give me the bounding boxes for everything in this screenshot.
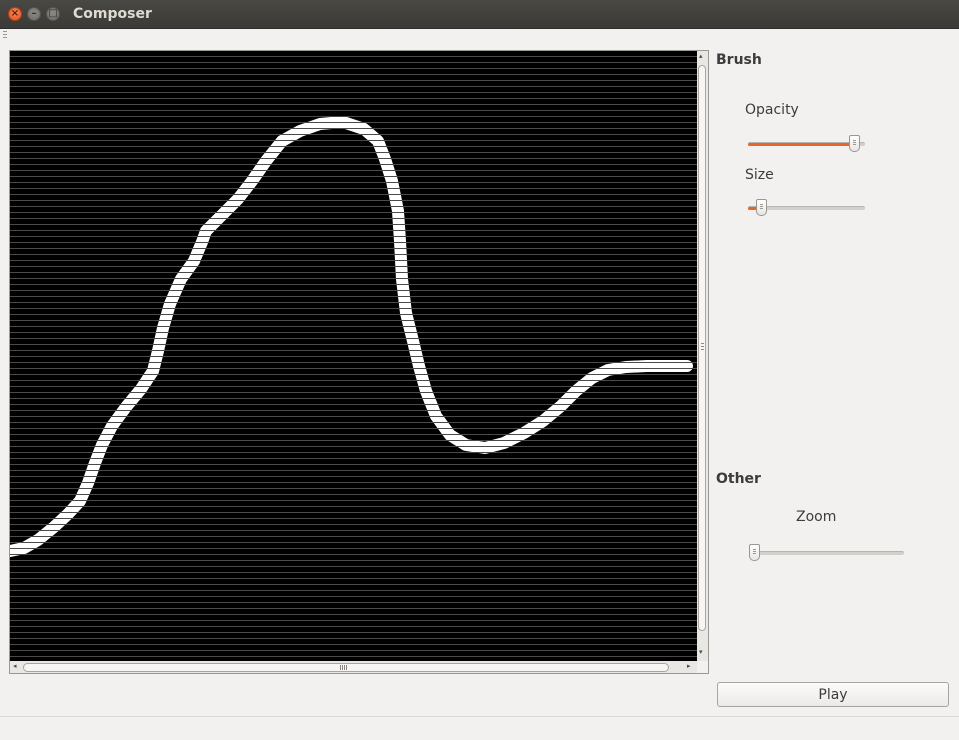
canvas-drawing bbox=[10, 116, 693, 557]
maximize-icon: □ bbox=[48, 8, 58, 19]
drawing-canvas[interactable] bbox=[10, 51, 697, 661]
minimize-icon: – bbox=[31, 8, 37, 19]
brush-section-title: Brush bbox=[716, 52, 762, 68]
size-slider-handle[interactable] bbox=[756, 199, 767, 216]
close-window-button[interactable]: × bbox=[8, 7, 22, 21]
scroll-left-icon[interactable]: ◂ bbox=[13, 662, 17, 670]
zoom-slider[interactable] bbox=[749, 544, 904, 561]
canvas-scroll-area: ▴ ▾ ◂ ▸ bbox=[9, 50, 709, 674]
title-bar: × – □ Composer bbox=[0, 0, 959, 29]
opacity-label: Opacity bbox=[745, 102, 799, 118]
opacity-slider[interactable] bbox=[748, 135, 865, 152]
maximize-window-button[interactable]: □ bbox=[46, 7, 60, 21]
size-slider[interactable] bbox=[748, 199, 865, 216]
size-slider-fill bbox=[748, 207, 760, 210]
scroll-grip-icon bbox=[340, 665, 347, 670]
opacity-slider-fill bbox=[748, 143, 853, 146]
minimize-window-button[interactable]: – bbox=[27, 7, 41, 21]
zoom-label: Zoom bbox=[796, 509, 837, 525]
brush-stroke bbox=[10, 116, 693, 557]
vertical-scrollbar[interactable]: ▴ ▾ bbox=[697, 51, 708, 661]
size-label: Size bbox=[745, 167, 774, 183]
toolbar-grip-icon[interactable] bbox=[3, 31, 7, 39]
status-bar bbox=[0, 716, 959, 740]
horizontal-scrollbar[interactable]: ◂ ▸ bbox=[10, 661, 697, 673]
window-title: Composer bbox=[73, 6, 152, 22]
scroll-right-icon[interactable]: ▸ bbox=[687, 662, 691, 670]
play-button[interactable]: Play bbox=[717, 682, 949, 707]
scroll-up-icon[interactable]: ▴ bbox=[699, 52, 703, 60]
splitter-handle-icon[interactable] bbox=[701, 343, 704, 351]
zoom-slider-handle[interactable] bbox=[749, 544, 760, 561]
opacity-slider-handle[interactable] bbox=[849, 135, 860, 152]
close-icon: × bbox=[10, 8, 20, 19]
scroll-down-icon[interactable]: ▾ bbox=[699, 648, 703, 656]
horizontal-scroll-thumb[interactable] bbox=[23, 663, 669, 672]
other-section-title: Other bbox=[716, 471, 761, 487]
